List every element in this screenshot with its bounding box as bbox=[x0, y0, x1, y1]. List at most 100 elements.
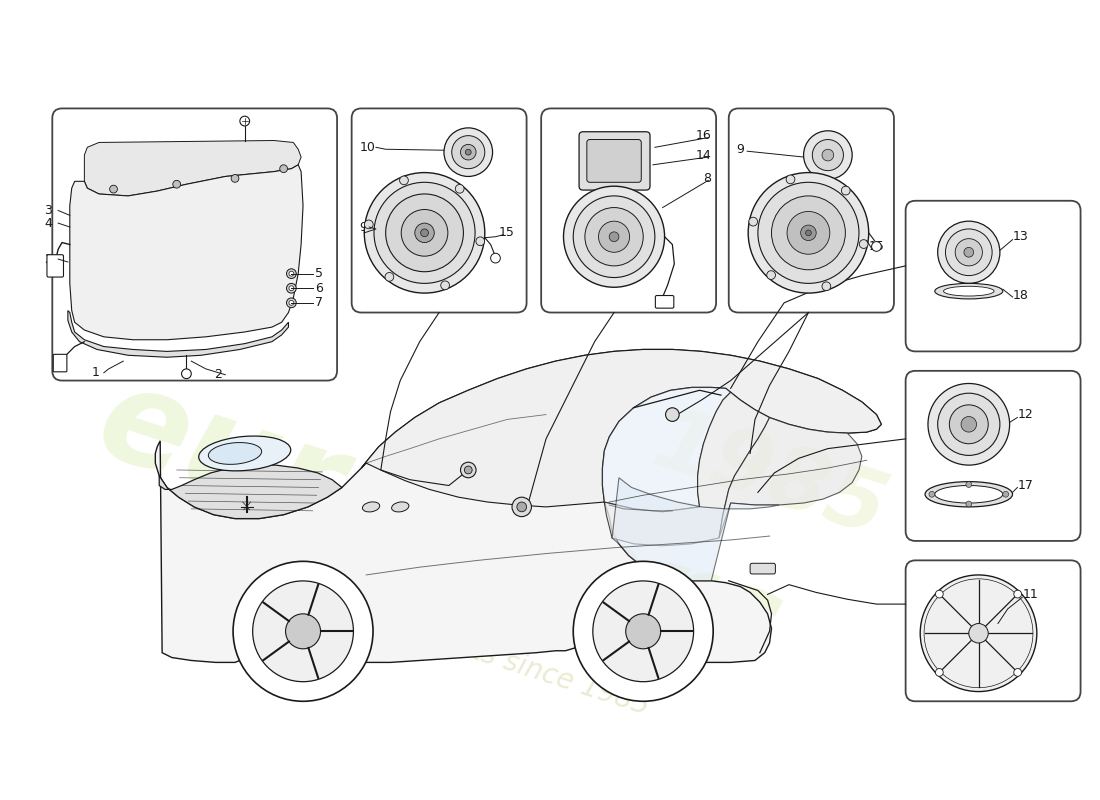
Circle shape bbox=[233, 562, 373, 702]
Text: 18: 18 bbox=[1012, 289, 1028, 302]
Ellipse shape bbox=[925, 482, 1012, 507]
FancyBboxPatch shape bbox=[905, 201, 1080, 351]
Circle shape bbox=[949, 405, 988, 444]
Text: 10: 10 bbox=[360, 141, 375, 154]
Circle shape bbox=[385, 273, 394, 282]
Circle shape bbox=[921, 575, 1037, 691]
Text: 3: 3 bbox=[44, 204, 53, 217]
Circle shape bbox=[1003, 491, 1009, 497]
Text: 15: 15 bbox=[499, 226, 515, 239]
Circle shape bbox=[598, 221, 629, 252]
Circle shape bbox=[173, 180, 180, 188]
Polygon shape bbox=[155, 350, 881, 662]
Text: 2: 2 bbox=[44, 253, 53, 266]
Circle shape bbox=[859, 240, 868, 249]
Circle shape bbox=[937, 221, 1000, 283]
Circle shape bbox=[609, 232, 619, 242]
Circle shape bbox=[801, 225, 816, 241]
Circle shape bbox=[286, 283, 296, 293]
Circle shape bbox=[415, 223, 434, 242]
Text: 6: 6 bbox=[315, 282, 322, 294]
Text: 4: 4 bbox=[44, 217, 53, 230]
Ellipse shape bbox=[199, 436, 290, 471]
Circle shape bbox=[289, 271, 294, 276]
Circle shape bbox=[935, 590, 943, 598]
Circle shape bbox=[812, 139, 844, 170]
Polygon shape bbox=[85, 141, 301, 196]
Polygon shape bbox=[69, 165, 302, 340]
Circle shape bbox=[969, 623, 988, 643]
Text: 1985: 1985 bbox=[642, 402, 896, 554]
Text: 13: 13 bbox=[1012, 230, 1028, 243]
Polygon shape bbox=[362, 350, 881, 507]
FancyBboxPatch shape bbox=[541, 109, 716, 313]
Text: 5: 5 bbox=[315, 267, 322, 280]
Text: 12: 12 bbox=[1018, 408, 1033, 421]
Circle shape bbox=[1014, 669, 1022, 676]
Text: 8: 8 bbox=[703, 172, 712, 185]
FancyBboxPatch shape bbox=[586, 139, 641, 182]
Circle shape bbox=[399, 176, 408, 185]
Text: 11: 11 bbox=[1022, 588, 1038, 601]
Circle shape bbox=[966, 501, 971, 507]
Ellipse shape bbox=[935, 283, 1003, 299]
Circle shape bbox=[279, 165, 287, 173]
Circle shape bbox=[441, 281, 450, 290]
Circle shape bbox=[804, 130, 853, 179]
Circle shape bbox=[286, 269, 296, 278]
Circle shape bbox=[767, 270, 775, 279]
Circle shape bbox=[749, 218, 758, 226]
Text: 14: 14 bbox=[695, 149, 712, 162]
Circle shape bbox=[748, 173, 869, 293]
Circle shape bbox=[374, 182, 475, 283]
FancyBboxPatch shape bbox=[53, 354, 67, 372]
Polygon shape bbox=[612, 478, 779, 581]
Circle shape bbox=[182, 369, 191, 378]
Circle shape bbox=[444, 128, 493, 177]
Circle shape bbox=[964, 247, 974, 257]
FancyBboxPatch shape bbox=[47, 254, 64, 277]
FancyBboxPatch shape bbox=[728, 109, 894, 313]
Circle shape bbox=[420, 229, 428, 237]
Text: 15: 15 bbox=[868, 240, 884, 253]
Circle shape bbox=[231, 174, 239, 182]
Circle shape bbox=[585, 207, 644, 266]
Ellipse shape bbox=[362, 502, 380, 512]
Ellipse shape bbox=[944, 286, 994, 296]
Text: euromars: euromars bbox=[82, 356, 796, 696]
Circle shape bbox=[871, 242, 881, 251]
Circle shape bbox=[928, 491, 935, 497]
Circle shape bbox=[464, 466, 472, 474]
Circle shape bbox=[461, 462, 476, 478]
Circle shape bbox=[666, 408, 679, 422]
Circle shape bbox=[961, 417, 977, 432]
Circle shape bbox=[946, 229, 992, 275]
Ellipse shape bbox=[935, 486, 1003, 503]
Text: 9: 9 bbox=[737, 142, 745, 156]
Polygon shape bbox=[604, 392, 770, 546]
Circle shape bbox=[289, 286, 294, 290]
Circle shape bbox=[286, 614, 320, 649]
Circle shape bbox=[455, 185, 464, 193]
Circle shape bbox=[758, 182, 859, 283]
Polygon shape bbox=[160, 465, 342, 518]
Circle shape bbox=[928, 383, 1010, 465]
Circle shape bbox=[402, 210, 448, 256]
Circle shape bbox=[289, 300, 294, 306]
Text: 1: 1 bbox=[91, 366, 99, 379]
Polygon shape bbox=[603, 387, 730, 512]
FancyBboxPatch shape bbox=[905, 371, 1080, 541]
Text: 9: 9 bbox=[360, 221, 367, 234]
Polygon shape bbox=[719, 418, 862, 538]
FancyBboxPatch shape bbox=[905, 560, 1080, 702]
Ellipse shape bbox=[392, 502, 409, 512]
Circle shape bbox=[491, 254, 501, 263]
Circle shape bbox=[110, 186, 118, 193]
Circle shape bbox=[253, 581, 353, 682]
Circle shape bbox=[240, 116, 250, 126]
Circle shape bbox=[286, 298, 296, 308]
Circle shape bbox=[465, 150, 471, 155]
FancyBboxPatch shape bbox=[579, 132, 650, 190]
Circle shape bbox=[842, 186, 850, 195]
Circle shape bbox=[822, 150, 834, 161]
